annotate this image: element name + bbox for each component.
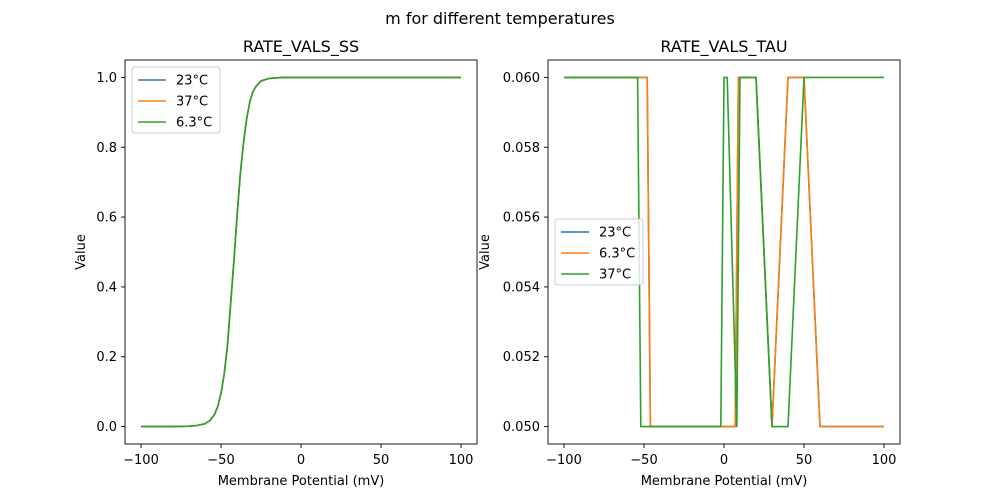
x-axis-label: Membrane Potential (mV) [218, 474, 385, 489]
y-tick-label: 0.4 [96, 280, 117, 295]
series-line [564, 76, 884, 428]
y-tick-label: 0.8 [96, 141, 117, 156]
subplots: RATE_VALS_SS −100 −50 0 50 100 0.0 0.2 0.4 0.6 0.8… [74, 37, 901, 489]
subplot-2: RATE_VALS_TAU −100 −50 0 50 100 0.050 0.052 0.05… [478, 37, 901, 489]
y-tick-label: 0.050 [503, 420, 540, 435]
x-tick-label: −100 [546, 453, 582, 468]
subplot-title: RATE_VALS_TAU [660, 37, 787, 57]
legend-label: 6.3°C [599, 247, 635, 262]
x-tick-label: −100 [123, 453, 159, 468]
series-line [141, 76, 461, 428]
legend-label: 23°C [176, 74, 208, 89]
x-tick-label: −50 [207, 453, 234, 468]
x-axis-label: Membrane Potential (mV) [641, 474, 808, 489]
subplot-title: RATE_VALS_SS [243, 37, 359, 57]
legend: 23°C 37°C 6.3°C [131, 66, 221, 134]
y-axis-label: Value [478, 234, 493, 270]
y-tick-label: 0.2 [96, 350, 117, 365]
legend: 23°C 6.3°C 37°C [554, 218, 644, 286]
x-tick-label: 0 [720, 453, 728, 468]
y-tick-label: 0.052 [503, 350, 540, 365]
y-tick-label: 0.6 [96, 211, 117, 226]
x-tick-label: 50 [796, 453, 813, 468]
y-tick-label: 0.0 [96, 420, 117, 435]
y-tick-label: 0.056 [503, 211, 540, 226]
y-tick-label: 1.0 [96, 71, 117, 86]
legend-label: 6.3°C [176, 116, 212, 131]
y-axis-label: Value [74, 234, 89, 270]
legend-label: 37°C [599, 268, 631, 283]
x-tick-label: −50 [630, 453, 657, 468]
x-tick-label: 100 [872, 453, 897, 468]
figure-suptitle: m for different temperatures [385, 9, 615, 28]
y-tick-label: 0.054 [503, 280, 540, 295]
legend-frame [554, 218, 644, 286]
y-tick-label: 0.058 [503, 141, 540, 156]
x-tick-label: 50 [373, 453, 390, 468]
subplot-1: RATE_VALS_SS −100 −50 0 50 100 0.0 0.2 0.4 0.6 0.8… [74, 37, 478, 489]
legend-label: 37°C [176, 95, 208, 110]
series-group [564, 76, 884, 428]
legend-label: 23°C [599, 226, 631, 241]
y-tick-label: 0.060 [503, 71, 540, 86]
legend-frame [131, 66, 221, 134]
x-tick-label: 0 [297, 453, 305, 468]
series-group [141, 76, 461, 428]
x-tick-label: 100 [449, 453, 474, 468]
